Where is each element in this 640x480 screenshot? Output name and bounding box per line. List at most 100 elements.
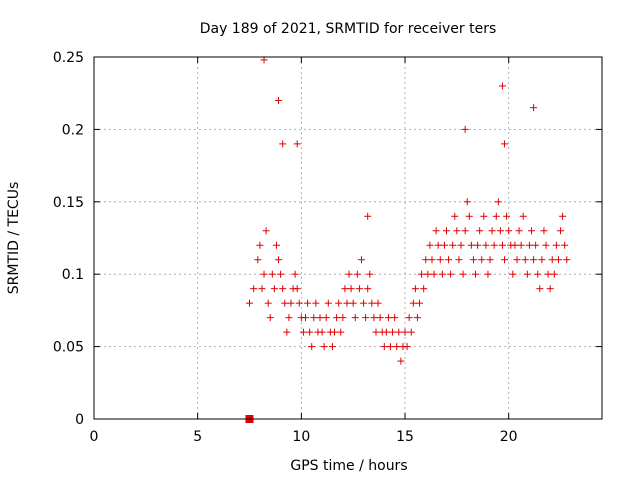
data-point: [337, 328, 345, 336]
data-point: [422, 256, 430, 264]
data-point: [389, 328, 397, 336]
data-point: [333, 314, 341, 322]
data-point: [434, 241, 442, 249]
data-point: [287, 299, 295, 307]
x-tick-label: 5: [193, 429, 202, 445]
data-point: [559, 212, 567, 220]
y-tick-label: 0: [75, 412, 84, 428]
data-point: [387, 343, 395, 351]
data-point: [457, 241, 465, 249]
data-point: [428, 256, 436, 264]
x-tick-label: 15: [396, 429, 414, 445]
data-point: [432, 227, 440, 235]
data-point: [320, 343, 328, 351]
data-point: [277, 270, 285, 278]
data-point: [542, 241, 550, 249]
data-point: [424, 270, 432, 278]
data-point: [513, 256, 521, 264]
data-point: [285, 314, 293, 322]
data-point: [416, 299, 424, 307]
data-point: [395, 328, 403, 336]
data-point: [478, 256, 486, 264]
data-point: [401, 328, 409, 336]
data-point: [341, 285, 349, 293]
data-point: [301, 314, 309, 322]
data-point: [482, 241, 490, 249]
data-point: [272, 241, 280, 249]
data-point: [409, 299, 417, 307]
data-point: [279, 140, 287, 148]
x-tick-label: 10: [292, 429, 310, 445]
data-point: [413, 314, 421, 322]
axis-ticks: 0 5 10 15 20 0 0.05 0.1 0.15 0.2 0.25: [53, 50, 602, 445]
data-point: [357, 256, 365, 264]
data-point: [486, 256, 494, 264]
x-axis-label: GPS time / hours: [290, 458, 407, 474]
data-point: [519, 212, 527, 220]
data-point: [528, 227, 536, 235]
data-point: [544, 270, 552, 278]
chart-title: Day 189 of 2021, SRMTID for receiver ter…: [200, 21, 497, 37]
data-point: [490, 241, 498, 249]
data-point: [349, 299, 357, 307]
chart-grid: [94, 57, 602, 419]
data-point: [304, 299, 312, 307]
data-point: [318, 328, 326, 336]
data-point: [467, 241, 475, 249]
data-point: [461, 227, 469, 235]
data-point: [540, 227, 548, 235]
data-point: [391, 314, 399, 322]
data-point: [347, 285, 355, 293]
data-point: [331, 328, 339, 336]
data-point: [306, 328, 314, 336]
data-point: [461, 125, 469, 133]
data-point: [548, 256, 556, 264]
data-point: [295, 299, 303, 307]
data-point: [530, 256, 538, 264]
data-point: [382, 328, 390, 336]
data-point: [283, 328, 291, 336]
data-point: [463, 198, 471, 206]
y-tick-label: 0.15: [53, 195, 84, 211]
data-point: [532, 241, 540, 249]
data-point: [530, 104, 538, 112]
data-point: [405, 314, 413, 322]
data-point: [260, 270, 268, 278]
data-point: [250, 285, 258, 293]
data-point: [455, 256, 463, 264]
data-point: [525, 241, 533, 249]
data-point: [355, 285, 363, 293]
data-point: [420, 285, 428, 293]
data-point: [509, 270, 517, 278]
data-point: [469, 256, 477, 264]
data-point: [521, 256, 529, 264]
data-point: [376, 314, 384, 322]
data-point: [335, 299, 343, 307]
data-point: [496, 227, 504, 235]
data-point: [453, 227, 461, 235]
data-point: [312, 299, 320, 307]
data-point: [246, 299, 254, 307]
data-point: [351, 314, 359, 322]
data-point: [403, 343, 411, 351]
data-point: [380, 343, 388, 351]
data-point: [484, 270, 492, 278]
data-point: [299, 328, 307, 336]
data-point: [258, 285, 266, 293]
data-point: [411, 285, 419, 293]
data-point: [459, 270, 467, 278]
data-point: [360, 299, 368, 307]
data-point: [370, 314, 378, 322]
y-tick-label: 0.05: [53, 340, 84, 356]
data-point: [546, 285, 554, 293]
data-point: [550, 270, 558, 278]
y-tick-label: 0.2: [62, 122, 84, 138]
data-point: [554, 256, 562, 264]
data-point: [517, 241, 525, 249]
data-point: [364, 285, 372, 293]
data-point: [557, 227, 565, 235]
data-point: [563, 256, 571, 264]
data-point: [254, 256, 262, 264]
data-point: [430, 270, 438, 278]
